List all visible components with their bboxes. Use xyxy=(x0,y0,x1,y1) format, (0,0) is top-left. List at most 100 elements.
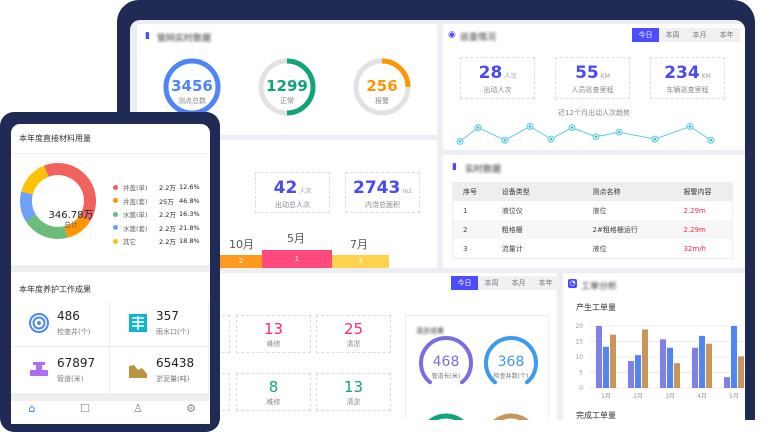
donut-segment xyxy=(25,214,68,239)
table-cell: 2#粗格栅运行 xyxy=(582,220,674,239)
materials-title: 本年度直接材料用量 xyxy=(19,134,91,143)
legend-amount: 2.2万 xyxy=(159,211,176,219)
table-cell: 2 xyxy=(453,220,492,239)
patrol-card: ◉ 巡查情况 今日 本周 本月 本年 28 人次 出动人次 55 KM 人员巡查里程 23… xyxy=(443,24,745,150)
table-row[interactable]: 3 流量计 液位 32m/h xyxy=(453,239,732,258)
table-cell: 粗格栅 xyxy=(491,220,583,239)
materials-donut-chart xyxy=(20,163,96,239)
legend-percent: 21.8% xyxy=(179,223,200,232)
bar xyxy=(674,363,680,388)
dashboard-screen: ▮ 管网实时数据 3456 测点总数 1299 正常 256 报警 42 人次 出… xyxy=(130,20,745,420)
legend-percent: 18.8% xyxy=(179,237,200,245)
table-cell: 液位仪 xyxy=(501,206,523,215)
table-cell: 3 xyxy=(463,244,468,253)
table-cell: 液位 xyxy=(592,206,607,215)
tab-3[interactable]: 本年 xyxy=(713,28,740,42)
trend-point-core xyxy=(550,138,552,141)
legend-percent: 46.8% xyxy=(179,196,200,205)
maintenance-stat: 13 清淤 xyxy=(316,373,391,411)
bar xyxy=(706,343,712,388)
home-icon[interactable]: ⌂ xyxy=(28,402,36,415)
x-tick-label: 1月 xyxy=(601,393,611,400)
gauge-arc xyxy=(419,336,473,385)
gauge-arc-partial xyxy=(493,413,529,420)
trend-point-core xyxy=(571,126,573,129)
y-tick-label: 5 xyxy=(579,370,583,377)
y-tick-label: 20 xyxy=(575,323,583,330)
legend-amount: 2.2万 xyxy=(159,238,176,246)
legend-amount: 2.2万 xyxy=(159,184,176,192)
legend-item: 水篦(套) 2.2万 21.8% xyxy=(113,223,200,233)
tab-0[interactable]: 今日 xyxy=(451,276,478,290)
table-row[interactable]: 1 液位仪 液位 2.29m xyxy=(453,201,732,220)
rank-bar: 1 xyxy=(262,250,332,268)
maintenance-card: 今日 本周 本月 本年 13 维修 25 清淤 8 维修 13 清淤 清淤成果 468… xyxy=(155,273,559,420)
workorder-bar-chart: 0 5 10 15 20 1月 2月 3月 4月 5月 xyxy=(575,323,745,400)
tab-2[interactable]: 本月 xyxy=(505,276,532,290)
ring-gauge: 1299 正常 xyxy=(258,58,316,116)
tab-1[interactable]: 本周 xyxy=(659,28,686,42)
table-cell: 2.29m xyxy=(683,206,706,215)
message-icon[interactable]: ☐ xyxy=(80,402,90,415)
bar xyxy=(692,347,698,388)
rank-bar: 3 xyxy=(332,255,389,268)
phone-screen: 本年度直接材料用量 346.78万 总计 井盖(单) 2.2万 12.6% 井盖(套)… xyxy=(11,124,210,424)
user-icon[interactable]: ♙ xyxy=(133,402,143,415)
result-cell[interactable]: 357 雨水口(个) xyxy=(110,300,209,347)
pipe-icon xyxy=(29,360,49,380)
chart-title-completed: 完成工单量 xyxy=(576,411,616,420)
tab-0[interactable]: 今日 xyxy=(632,28,659,42)
maintenance-stat: 25 清淤 xyxy=(316,315,391,353)
stat-box-dispatch: 42 人次 出动总人次 xyxy=(255,172,330,213)
stat-label: 人员巡查里程 xyxy=(571,86,614,94)
ring-label: 测点总数 xyxy=(178,97,206,105)
trend-point-core xyxy=(618,131,620,134)
table-row[interactable]: 2 粗格栅 2#粗格栅运行 2.29m xyxy=(453,220,732,239)
trend-point-core xyxy=(477,126,479,129)
stat-value: 25 xyxy=(343,320,364,338)
donut-segment xyxy=(20,191,37,222)
trend-point-core xyxy=(654,138,656,141)
result-label: 管道(米) xyxy=(57,375,84,383)
legend-name: 井盖(套) xyxy=(123,197,148,206)
ring-fill xyxy=(381,58,411,88)
settings-icon[interactable]: ⚙ xyxy=(186,402,196,415)
gauge-value: 368 xyxy=(498,354,525,370)
trend-point-core xyxy=(459,140,461,143)
bar xyxy=(699,335,705,388)
stat-label: 清淤 xyxy=(346,340,361,348)
stat-box-area: 2743 m2 内涝总面积 xyxy=(345,172,420,213)
donut-segment xyxy=(21,165,49,195)
stat-label: 维修 xyxy=(266,398,281,406)
trend-point-core xyxy=(595,135,597,138)
maintenance-stat: 8 维修 xyxy=(236,373,311,411)
rank-number: 3 xyxy=(358,257,363,265)
stat-label: 内涝总面积 xyxy=(365,201,400,209)
result-cell[interactable]: 65438 淤泥量(吨) xyxy=(110,347,209,394)
legend-name: 井盖(单) xyxy=(123,184,148,192)
result-cell[interactable]: 486 检查井(个) xyxy=(11,300,110,347)
result-value: 357 xyxy=(156,309,179,323)
tab-3[interactable]: 本年 xyxy=(532,276,559,290)
table-cell: 32m/h xyxy=(683,244,706,253)
stat-value: 13 xyxy=(343,378,364,396)
legend-name: 水篦(套) xyxy=(123,224,148,233)
bar xyxy=(635,355,641,388)
bar xyxy=(603,346,609,388)
result-cell[interactable]: 67897 管道(米) xyxy=(11,347,110,394)
bar xyxy=(610,334,616,388)
manhole-icon xyxy=(29,313,49,333)
stat-unit: 人次 xyxy=(299,188,312,195)
table-cell: 1 xyxy=(463,206,468,215)
y-tick-label: 10 xyxy=(575,354,583,361)
tab-2[interactable]: 本月 xyxy=(686,28,713,42)
trend-point-core xyxy=(529,125,531,128)
x-tick-label: 4月 xyxy=(697,393,707,400)
patrol-stat-box: 234 KM 车辆巡查里程 xyxy=(650,57,725,99)
bar xyxy=(628,361,634,388)
bar xyxy=(738,356,744,388)
legend-name: 水篦(单) xyxy=(123,211,148,219)
card-title: 实时数据 xyxy=(465,165,502,175)
tab-1[interactable]: 本周 xyxy=(478,276,505,290)
trend-point-core xyxy=(710,139,712,142)
